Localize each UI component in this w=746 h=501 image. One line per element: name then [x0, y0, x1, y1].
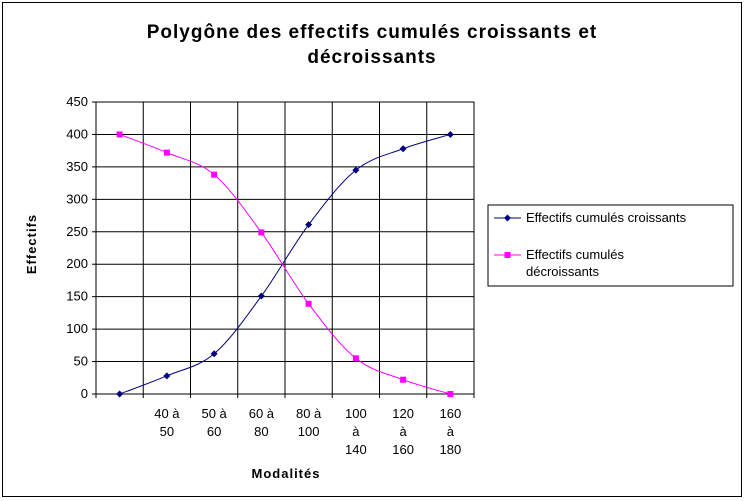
- data-point: [447, 391, 454, 397]
- data-point: [352, 166, 360, 174]
- y-tick-label: 150: [66, 289, 88, 304]
- data-point: [305, 221, 313, 229]
- data-point: [211, 171, 218, 178]
- data-point: [163, 149, 170, 156]
- y-axis-title: Effectifs: [24, 214, 39, 274]
- x-axis-title: Modalités: [252, 466, 321, 481]
- legend-marker: [504, 252, 511, 258]
- legend-entry-2: Effectifs cumulés décroissants: [494, 247, 625, 279]
- chart-title-line-2: décroissants: [307, 47, 436, 68]
- legend-label: Effectifs cumulés croissants: [526, 210, 687, 225]
- gridlines: [96, 102, 474, 394]
- y-tick-label: 450: [66, 94, 88, 109]
- y-tick-label: 50: [74, 354, 88, 369]
- y-tick-label: 250: [66, 224, 88, 239]
- data-point: [446, 130, 454, 138]
- y-tick-label: 350: [66, 159, 88, 174]
- series-line: [119, 133, 451, 395]
- data-point: [399, 145, 407, 153]
- data-point: [116, 390, 124, 398]
- x-tick-label: 160 à 180: [440, 406, 462, 457]
- chart-title-line-1: Polygône des effectifs cumulés croissant…: [147, 22, 598, 43]
- legend-box: [487, 204, 734, 287]
- series-line: [119, 133, 451, 395]
- y-axis-ticks: 0 50 100 150 200 250 300 350 400 450: [66, 94, 96, 401]
- y-tick-label: 0: [81, 386, 88, 401]
- x-tick-label: 40 à 50: [154, 406, 180, 439]
- data-point: [163, 372, 171, 380]
- x-tick-label: 100 à 140: [345, 406, 367, 457]
- data-point: [258, 229, 265, 236]
- series-1: [116, 130, 454, 398]
- y-tick-label: 300: [66, 191, 88, 206]
- data-point: [305, 300, 312, 307]
- legend-label: Effectifs cumulés décroissants: [526, 247, 625, 279]
- x-tick-label: 50 à 60: [201, 406, 227, 439]
- data-point: [210, 350, 218, 358]
- y-tick-label: 400: [66, 126, 88, 141]
- legend-marker: [504, 214, 511, 222]
- x-tick-label: 120 à 160: [392, 406, 414, 457]
- x-tick-label: 80 à 100: [296, 406, 322, 439]
- x-tick-label: 60 à 80: [249, 406, 275, 439]
- data-point: [116, 131, 123, 138]
- data-point: [352, 355, 359, 362]
- legend: Effectifs cumulés croissants Effectifs cu…: [487, 204, 734, 287]
- series: [116, 130, 454, 398]
- series-2: [116, 131, 454, 397]
- x-axis-ticks: 40 à 50 50 à 60 60 à 80 80 à 100 100 à 140 120 à 160 1…: [95, 394, 475, 457]
- data-point: [400, 376, 407, 383]
- y-tick-label: 100: [66, 321, 88, 336]
- chart-title: Polygône des effectifs cumulés croissant…: [147, 22, 598, 68]
- legend-entry-1: Effectifs cumulés croissants: [494, 210, 687, 225]
- data-point: [257, 292, 265, 300]
- y-tick-label: 200: [66, 256, 88, 271]
